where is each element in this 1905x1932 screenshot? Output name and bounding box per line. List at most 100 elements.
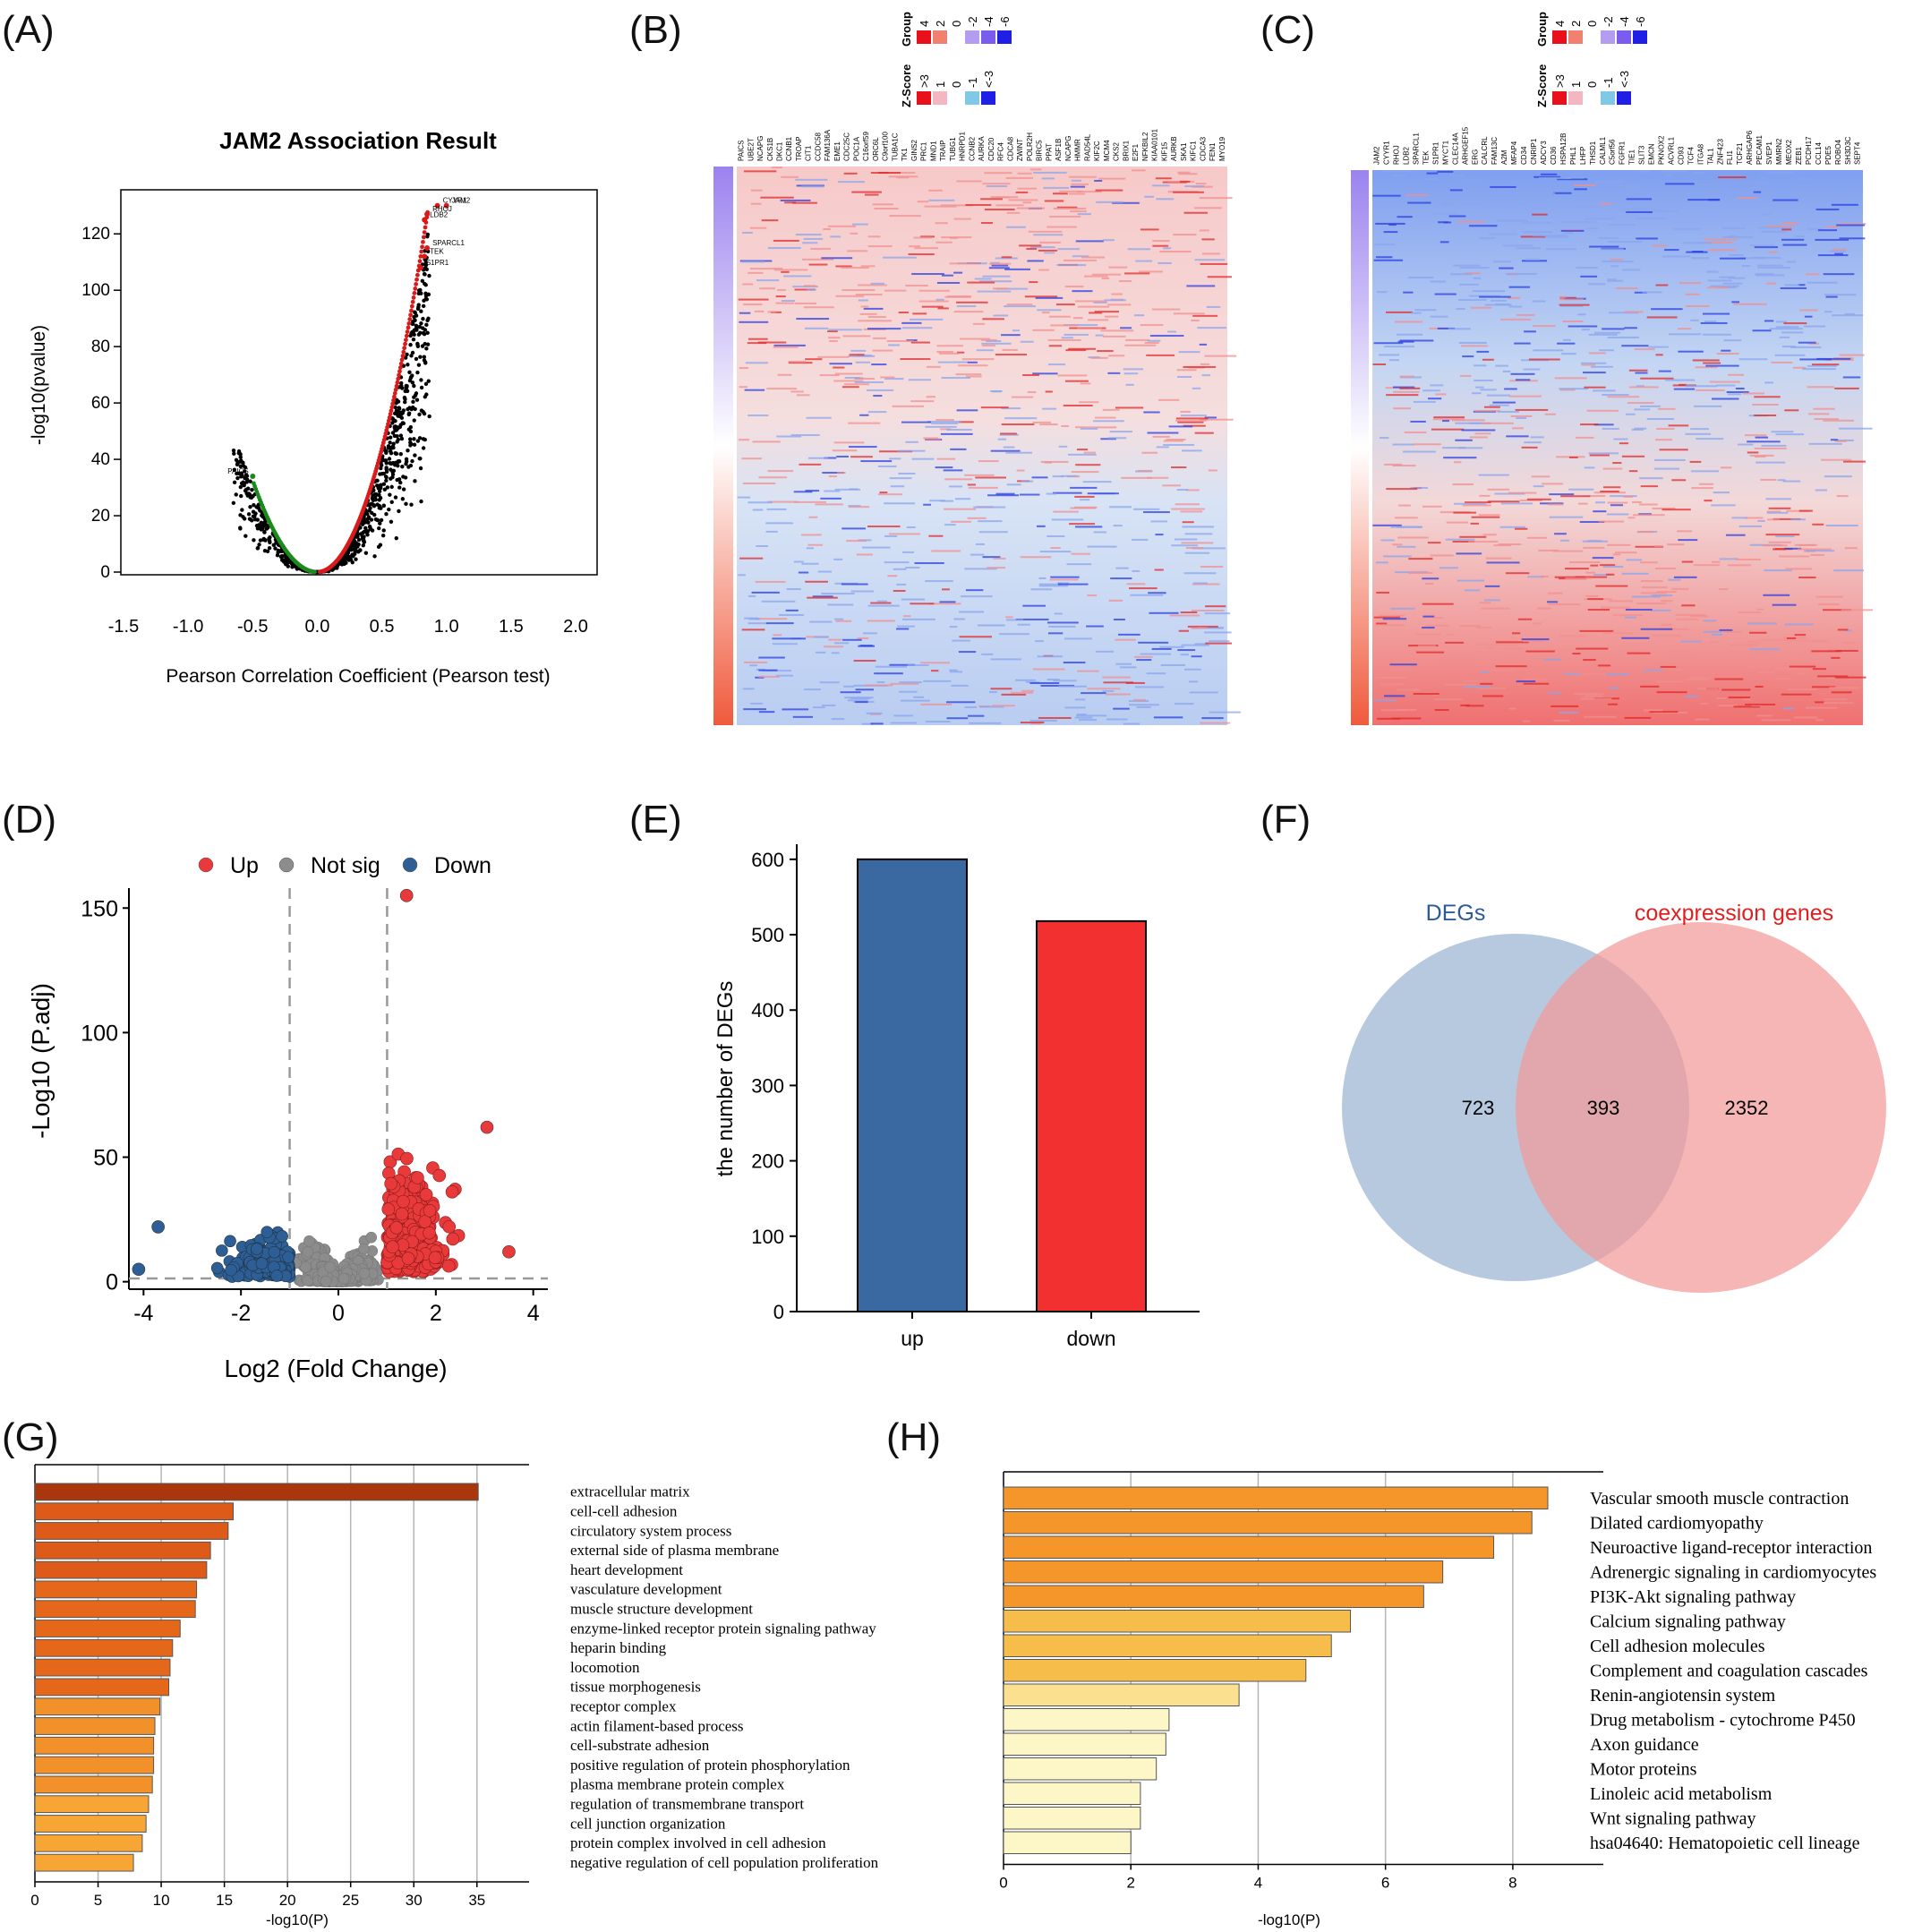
heatmap-cell [1001, 407, 1021, 410]
scatter-point [417, 324, 423, 329]
scatter-point [249, 495, 254, 500]
scatter-point [355, 533, 359, 537]
bar-down [1036, 919, 1147, 1313]
enrichment-bar [1003, 1560, 1444, 1584]
heatmap-cell [1588, 352, 1606, 355]
enrichment-bar [1003, 1831, 1132, 1854]
heatmap-cell [1195, 183, 1207, 185]
heatmap-cell [1594, 181, 1622, 184]
enrichment-bar [34, 1717, 156, 1735]
heatmap-cell [1817, 254, 1849, 257]
heatmap-cell [1636, 531, 1654, 534]
heatmap-cell [1747, 451, 1759, 454]
heatmap-cell [1201, 238, 1215, 241]
heatmap-cell [835, 620, 852, 622]
heatmap-cell [1516, 247, 1542, 250]
y-tick-label: 100 [81, 281, 110, 300]
heatmap-cell [1052, 475, 1064, 478]
enrichment-bar [34, 1815, 147, 1833]
heatmap-cell [1665, 192, 1679, 194]
scatter-point [377, 489, 382, 494]
heatmap-cell [739, 367, 749, 370]
heatmap-cell [1786, 509, 1810, 512]
heatmap-cell [1574, 673, 1606, 676]
heatmap-cell [1001, 334, 1021, 337]
heatmap-cell [1516, 416, 1527, 419]
heatmap-cell [1667, 543, 1685, 546]
heatmap-cell [959, 636, 993, 638]
heatmap-cell [1795, 235, 1805, 238]
heatmap-cell [1038, 577, 1046, 579]
heatmap-cell [1490, 299, 1508, 302]
heatmap-cell [795, 234, 822, 236]
scatter-point [381, 528, 386, 533]
heatmap-cell [888, 533, 920, 535]
scatter-point [256, 506, 261, 510]
heatmap-cell [1517, 618, 1533, 620]
heatmap-cell [1603, 486, 1621, 489]
gene-label: FEN1 [1209, 142, 1217, 161]
heatmap-cell [923, 437, 939, 440]
gene-label: CD34 [1520, 146, 1528, 165]
venn-value-right: 2352 [1725, 1097, 1769, 1119]
heatmap-cell [1627, 517, 1636, 519]
heatmap-cell [1798, 577, 1816, 579]
heatmap-cell [867, 526, 901, 528]
heatmap-cell [1665, 183, 1695, 185]
heatmap-cell [949, 671, 963, 673]
heatmap-cell [1652, 634, 1681, 637]
x-tick-label: 2 [1126, 1875, 1134, 1892]
heatmap-cell [1107, 437, 1127, 440]
heatmap-cell [1772, 603, 1797, 606]
heatmap-cell [841, 583, 868, 586]
heatmap-cell [1515, 379, 1531, 381]
scatter-point [419, 309, 423, 313]
heatmap-cell [1553, 719, 1570, 722]
heatmap-cell [879, 492, 888, 494]
heatmap-cell [884, 534, 898, 537]
heatmap-cell [1001, 256, 1012, 259]
scatter-point [412, 437, 416, 441]
heatmap-cell [1077, 305, 1110, 308]
heatmap-cell [784, 201, 797, 204]
heatmap-cell [1579, 520, 1605, 523]
venn-circle-coexpression [1516, 922, 1886, 1293]
heatmap-cell [1528, 358, 1560, 361]
heatmap-cell [997, 438, 1007, 440]
legend-title-group: Group [900, 12, 913, 47]
heatmap-cell [1785, 568, 1812, 570]
heatmap-cell [1452, 540, 1475, 543]
heatmap-cell [833, 558, 843, 560]
heatmap-cell [914, 247, 938, 250]
scatter-point [361, 537, 366, 543]
enrichment-term-label: hsa04640: Hematopoietic cell lineage [1590, 1834, 1860, 1853]
heatmap-cell [958, 364, 988, 367]
scatter-point [404, 457, 409, 462]
scatter-point [378, 486, 383, 491]
heatmap-cell [1815, 489, 1827, 492]
heatmap-cell [807, 457, 829, 459]
heatmap-cell [807, 543, 824, 546]
heatmap-cell [935, 298, 944, 301]
heatmap-cell [1480, 389, 1497, 391]
heatmap-cell [1564, 672, 1581, 675]
heatmap-cell [1033, 234, 1064, 236]
heatmap-cell [1704, 321, 1717, 323]
heatmap-cell [1459, 283, 1479, 286]
heatmap-cell [1844, 312, 1856, 315]
heatmap-cell [1599, 349, 1614, 352]
heatmap-cell [1738, 525, 1763, 527]
volcano-point-down [210, 1261, 224, 1275]
y-tick-label: 120 [81, 225, 110, 244]
heatmap-cell [1768, 507, 1791, 509]
heatmap-cell [1757, 519, 1765, 522]
heatmap-cell [866, 712, 883, 714]
heatmap-cell [970, 553, 985, 556]
heatmap-cell [1634, 191, 1650, 193]
heatmap-cell [1118, 280, 1132, 283]
heatmap-cell [1747, 640, 1761, 643]
heatmap-cell [741, 457, 762, 460]
gene-label: PHL1 [1569, 146, 1577, 165]
heatmap-cell [835, 295, 865, 297]
heatmap-cell [1197, 327, 1226, 329]
